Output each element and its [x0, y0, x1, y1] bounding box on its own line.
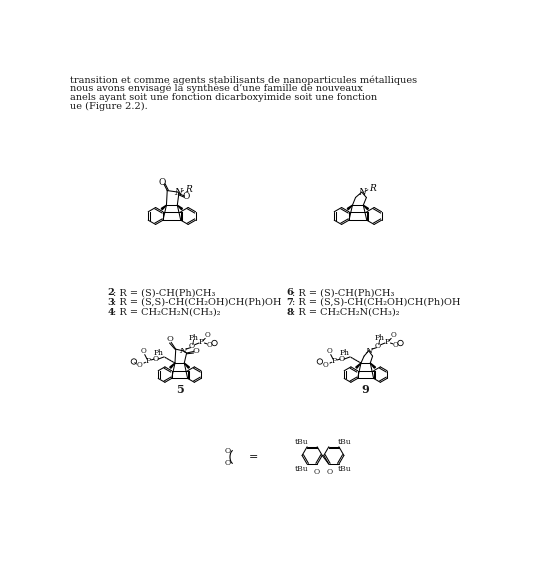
Polygon shape — [178, 205, 182, 210]
Text: O: O — [326, 468, 332, 477]
Text: 9: 9 — [362, 384, 370, 396]
Text: O: O — [392, 341, 398, 349]
Text: Ph: Ph — [189, 335, 199, 342]
Text: N: N — [174, 188, 182, 197]
Text: Ph: Ph — [339, 349, 350, 357]
Text: O: O — [137, 362, 142, 369]
Polygon shape — [161, 205, 166, 210]
Text: Ph: Ph — [154, 349, 164, 357]
Polygon shape — [356, 363, 361, 368]
Text: O: O — [182, 192, 189, 201]
Text: 7: 7 — [287, 298, 293, 307]
Text: O: O — [322, 362, 328, 369]
Text: 2: 2 — [108, 288, 114, 298]
Text: O: O — [204, 330, 210, 339]
Text: O: O — [206, 341, 212, 349]
Text: N: N — [365, 347, 372, 355]
Text: tBu: tBu — [338, 464, 351, 473]
Text: =: = — [249, 452, 258, 462]
Text: O: O — [375, 342, 381, 350]
Text: tBu: tBu — [338, 438, 351, 446]
Text: O: O — [189, 342, 195, 350]
Polygon shape — [185, 363, 189, 368]
Polygon shape — [370, 363, 376, 368]
Text: : R = (S)-CH(Ph)CH₃: : R = (S)-CH(Ph)CH₃ — [292, 288, 394, 298]
Text: : R = (S)-CH(Ph)CH₃: : R = (S)-CH(Ph)CH₃ — [113, 288, 215, 298]
Text: O: O — [167, 335, 174, 343]
Polygon shape — [348, 205, 352, 210]
Text: O: O — [140, 348, 146, 356]
Text: O: O — [391, 330, 397, 339]
Text: R: R — [369, 184, 376, 193]
Text: P: P — [332, 357, 337, 365]
Text: ue (Figure 2.2).: ue (Figure 2.2). — [69, 102, 147, 111]
Text: Ph: Ph — [374, 335, 385, 342]
Text: O: O — [159, 178, 166, 187]
Text: 3: 3 — [108, 298, 114, 307]
Text: nous avons envisagé la synthèse d’une famille de nouveaux: nous avons envisagé la synthèse d’une fa… — [69, 84, 363, 93]
Polygon shape — [363, 205, 369, 210]
Text: O: O — [224, 459, 231, 467]
Polygon shape — [170, 363, 175, 368]
Text: 5: 5 — [176, 384, 183, 396]
Text: P: P — [385, 338, 390, 346]
Text: : R = CH₂CH₂N(CH₃)₂: : R = CH₂CH₂N(CH₃)₂ — [292, 308, 400, 316]
Text: O: O — [327, 348, 332, 356]
Text: N: N — [358, 188, 366, 197]
Text: tBu: tBu — [294, 438, 308, 446]
Text: 8: 8 — [287, 308, 293, 316]
Text: R: R — [185, 185, 192, 194]
Text: O: O — [314, 468, 320, 477]
Text: : R = CH₂CH₂N(CH₃)₂: : R = CH₂CH₂N(CH₃)₂ — [113, 308, 221, 316]
Text: transition et comme agents stabilisants de nanoparticules métalliques: transition et comme agents stabilisants … — [69, 75, 417, 85]
Text: O: O — [338, 355, 345, 363]
Text: N: N — [179, 347, 186, 355]
Text: : R = (S,S)-CH(CH₂OH)CH(Ph)OH: : R = (S,S)-CH(CH₂OH)CH(Ph)OH — [292, 298, 461, 307]
Text: 4: 4 — [108, 308, 114, 316]
Text: O: O — [153, 355, 159, 363]
Text: O: O — [193, 348, 200, 356]
Text: P: P — [146, 357, 151, 365]
Text: tBu: tBu — [294, 464, 308, 473]
Text: O: O — [224, 447, 231, 455]
Text: P: P — [199, 338, 204, 346]
Text: : R = (S,S)-CH(CH₂OH)CH(Ph)OH: : R = (S,S)-CH(CH₂OH)CH(Ph)OH — [113, 298, 281, 307]
Text: 6: 6 — [287, 288, 293, 298]
Text: anels ayant soit une fonction dicarboxyimide soit une fonction: anels ayant soit une fonction dicarboxyi… — [69, 93, 377, 102]
